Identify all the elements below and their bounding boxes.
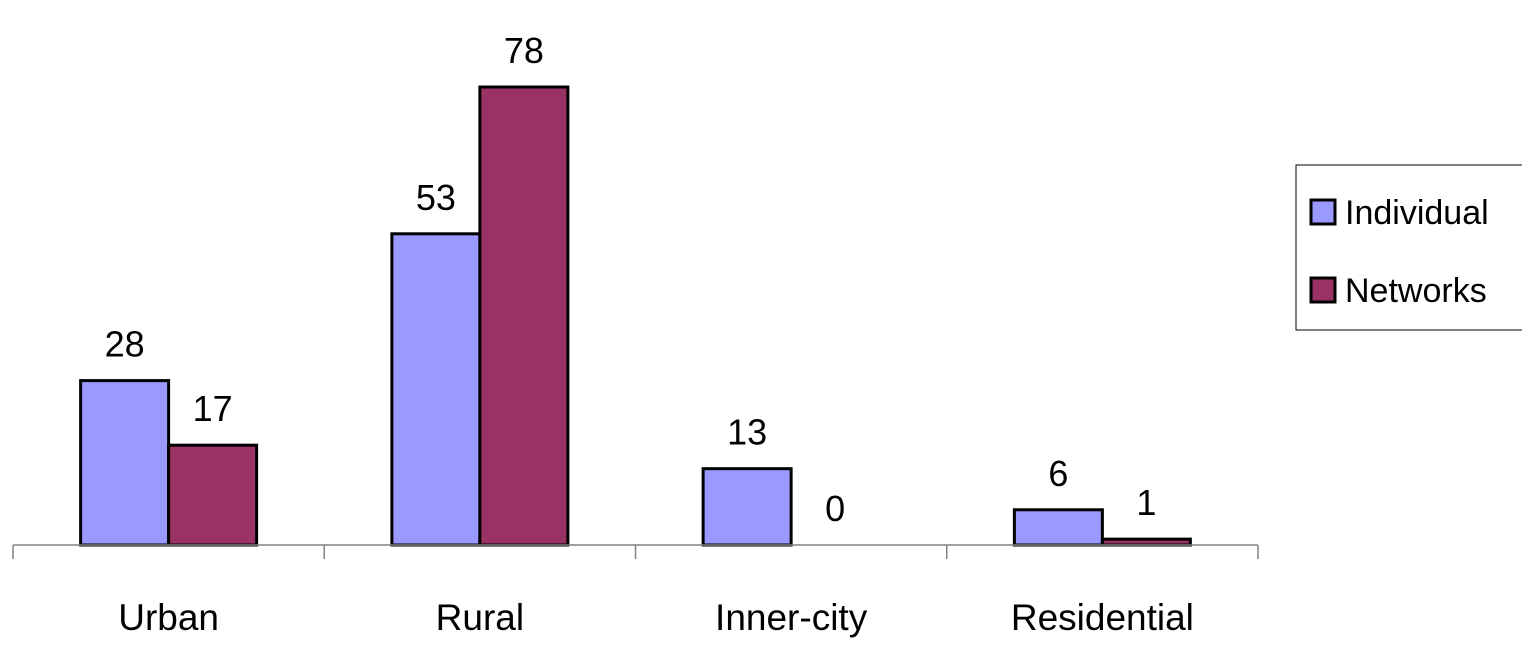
data-label: 78 [504, 30, 544, 71]
bars-layer [79, 85, 1192, 547]
data-label: 53 [416, 177, 456, 218]
data-label: 28 [105, 324, 145, 365]
data-label: 13 [727, 412, 767, 453]
data-label: 17 [193, 388, 233, 429]
data-labels-layer: 28 17 53 78 13 0 6 1 [105, 30, 1157, 529]
x-tick-label: Inner-city [715, 597, 868, 638]
bar-networks-urban [167, 443, 259, 547]
bar-individual-residential [1012, 508, 1104, 547]
legend-label-individual: Individual [1345, 194, 1489, 232]
legend-swatch-individual [1309, 198, 1337, 226]
data-label: 1 [1136, 482, 1156, 523]
legend-label-networks: Networks [1345, 272, 1487, 310]
x-tick-label: Urban [118, 597, 219, 638]
bar-networks-rural [478, 85, 570, 547]
x-tick-label: Rural [436, 597, 524, 638]
data-label: 6 [1048, 453, 1068, 494]
bar-individual-urban [79, 379, 171, 547]
x-tick-label: Residential [1011, 597, 1194, 638]
bar-individual-inner-city [701, 467, 793, 547]
bar-networks-residential [1100, 537, 1192, 547]
legend-swatch-networks [1309, 276, 1337, 304]
legend: Individual Networks [1295, 164, 1522, 331]
data-label: 0 [825, 488, 845, 529]
bar-individual-rural [390, 232, 482, 547]
x-axis: Urban Rural Inner-city Residential [12, 544, 1259, 638]
